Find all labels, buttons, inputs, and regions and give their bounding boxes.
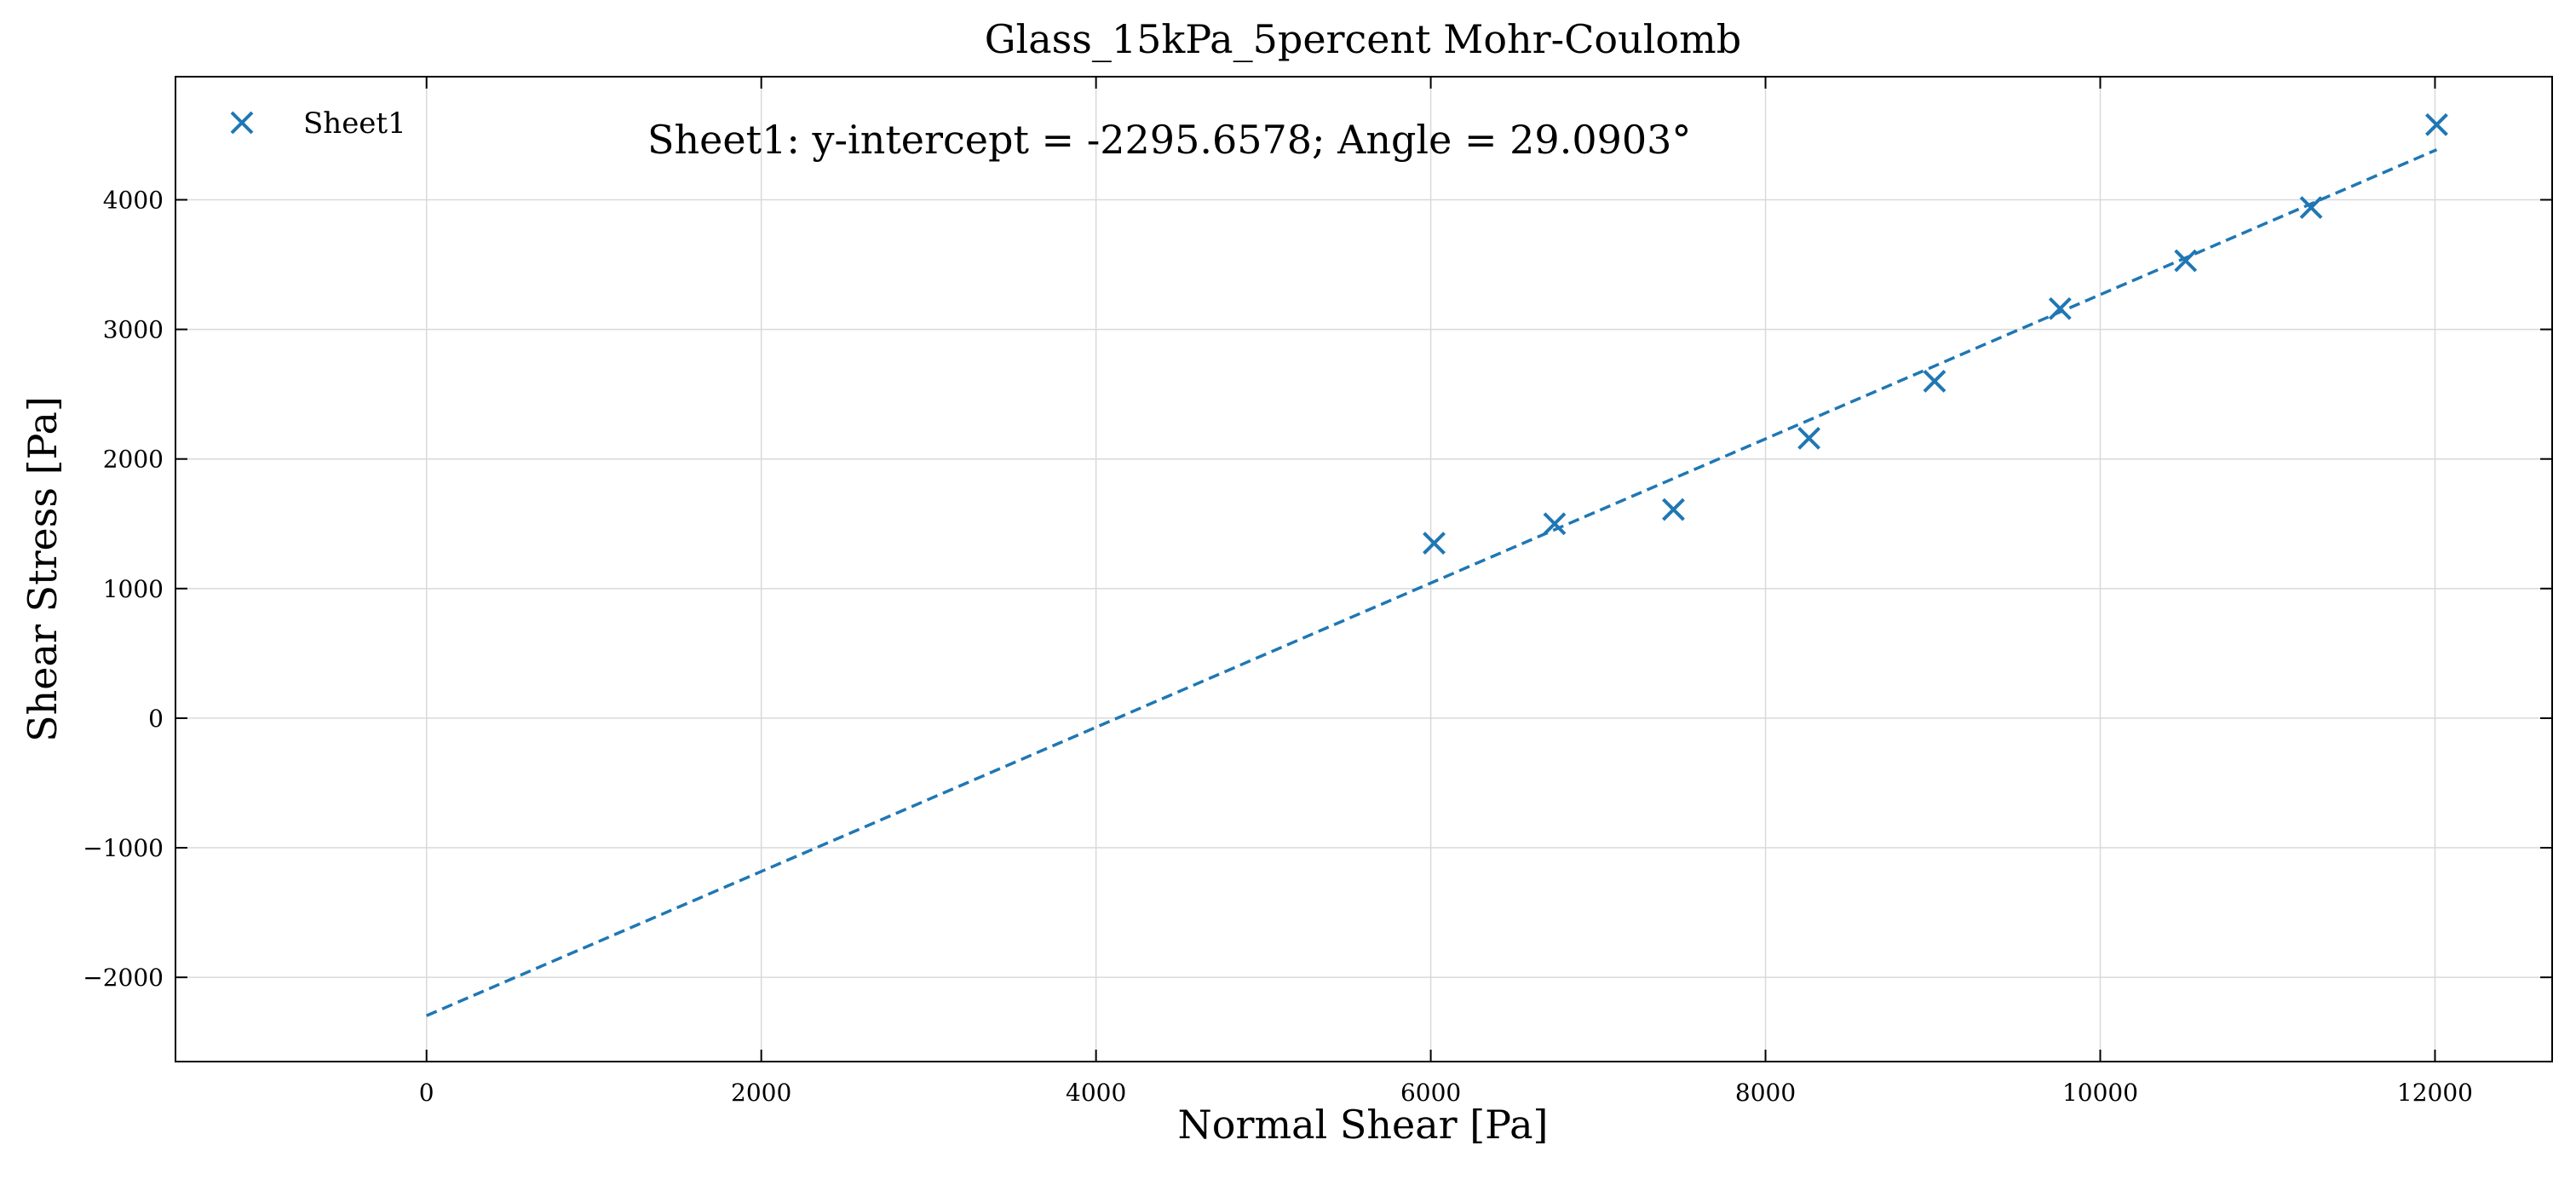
data-point xyxy=(2299,196,2323,220)
legend: Sheet1 xyxy=(230,106,406,141)
data-point xyxy=(1662,498,1685,521)
data-point xyxy=(1543,512,1567,536)
y-axis-title: Shear Stress [Pa] xyxy=(20,396,66,742)
y-tick-label: −2000 xyxy=(83,964,164,992)
fit-line xyxy=(426,148,2438,1017)
grid-lines xyxy=(175,77,2552,1062)
fit-line-group xyxy=(426,148,2438,1017)
x-tick-label: 12000 xyxy=(2397,1079,2473,1107)
data-points xyxy=(1423,112,2448,555)
data-point xyxy=(2425,112,2448,136)
y-tick-label: 1000 xyxy=(103,575,164,603)
chart-title: Glass_15kPa_5percent Mohr-Coulomb xyxy=(985,16,1741,62)
y-tick-label: −1000 xyxy=(83,834,164,862)
data-point xyxy=(1423,532,1446,555)
x-tick-label: 0 xyxy=(419,1079,434,1107)
y-tick-label: 4000 xyxy=(103,187,164,215)
fit-annotation: Sheet1: y-intercept = -2295.6578; Angle … xyxy=(647,117,1691,163)
x-tick-label: 4000 xyxy=(1066,1079,1126,1107)
legend-x-symbol xyxy=(230,111,254,135)
x-tick-label: 10000 xyxy=(2062,1079,2138,1107)
axis-ticks: 0 2000 4000 6000 8000 10000 12000 −2000 −1000 0 10… xyxy=(83,77,2552,1107)
y-tick-label: 0 xyxy=(148,705,164,733)
data-point xyxy=(2048,296,2072,320)
legend-label-sheet1: Sheet1 xyxy=(303,106,406,141)
data-point xyxy=(1923,370,1946,393)
legend-marker-x xyxy=(230,111,254,135)
x-tick-label: 6000 xyxy=(1400,1079,1461,1107)
x-tick-label: 2000 xyxy=(731,1079,791,1107)
plot-frame xyxy=(175,76,2553,1062)
x-axis-title: Normal Shear [Pa] xyxy=(1178,1102,1549,1148)
y-tick-label: 3000 xyxy=(103,316,164,344)
data-point xyxy=(2174,249,2198,273)
data-point xyxy=(1797,426,1821,450)
x-tick-label: 8000 xyxy=(1735,1079,1796,1107)
y-tick-label: 2000 xyxy=(103,446,164,474)
